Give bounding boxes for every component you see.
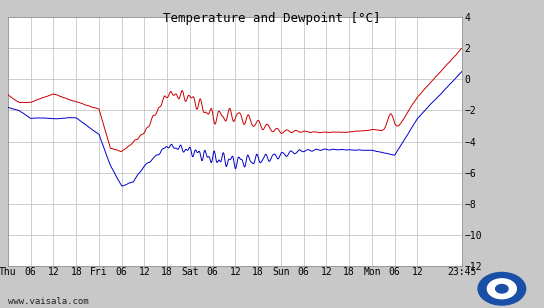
Circle shape xyxy=(496,285,508,293)
Circle shape xyxy=(487,279,516,299)
Circle shape xyxy=(478,273,526,305)
Text: Temperature and Dewpoint [°C]: Temperature and Dewpoint [°C] xyxy=(163,12,381,25)
Text: www.vaisala.com: www.vaisala.com xyxy=(8,298,89,306)
